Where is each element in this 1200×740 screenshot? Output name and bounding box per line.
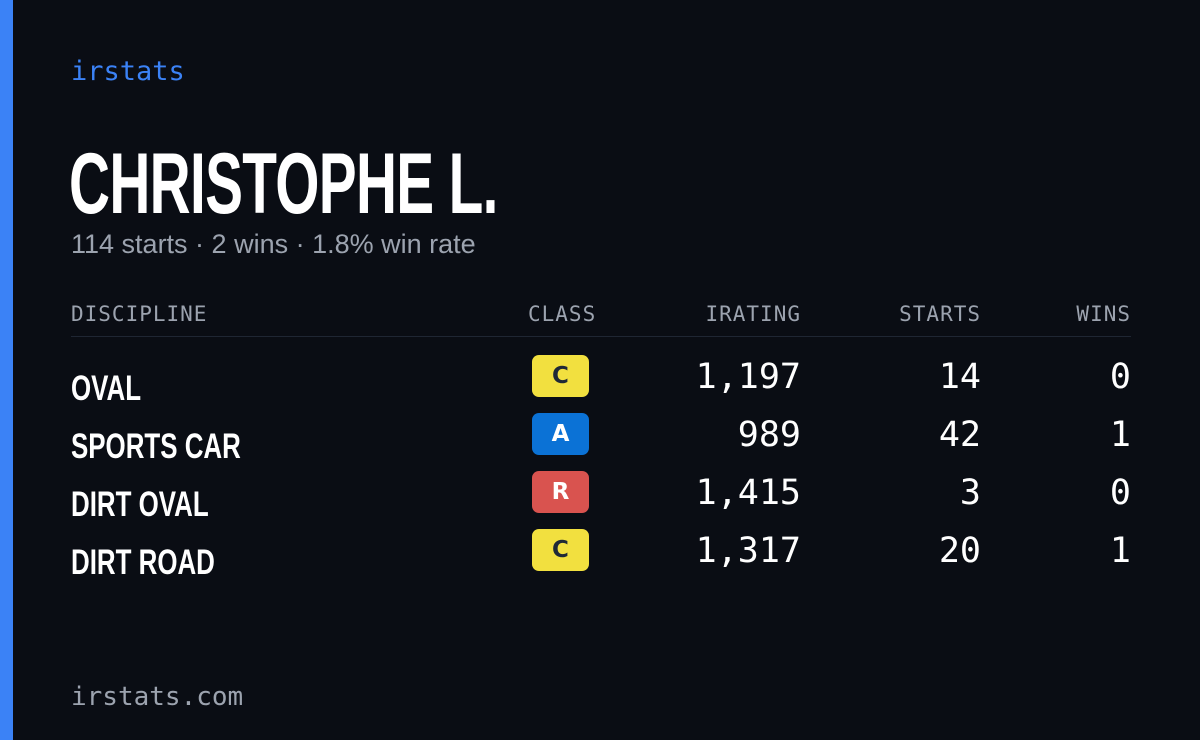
irating-value: 1,415 — [695, 473, 801, 513]
irating-value: 1,197 — [695, 357, 801, 397]
starts-value: 42 — [938, 415, 981, 455]
table-row: SPORTS CAR A 989 42 1 — [71, 411, 1131, 469]
wins-value: 1 — [1109, 415, 1131, 455]
table-body: OVAL C 1,197 14 0 SPORTS CAR A 989 42 1 … — [71, 353, 1131, 585]
header-starts: STARTS — [899, 302, 981, 326]
class-badge: C — [532, 529, 589, 571]
irating-value: 1,317 — [695, 531, 801, 571]
wins-value: 1 — [1109, 531, 1131, 571]
starts-value: 3 — [959, 473, 981, 513]
class-badge: A — [532, 413, 589, 455]
table-header: DISCIPLINE CLASS IRATING STARTS WINS — [71, 296, 1131, 337]
starts-value: 20 — [938, 531, 981, 571]
discipline-name: DIRT ROAD — [71, 543, 215, 582]
header-discipline: DISCIPLINE — [71, 302, 208, 326]
wins-value: 0 — [1109, 473, 1131, 513]
header-wins: WINS — [1076, 302, 1131, 326]
class-badge: C — [532, 355, 589, 397]
driver-name: CHRISTOPHE L. — [69, 136, 498, 232]
starts-value: 14 — [938, 357, 981, 397]
brand-logo: irstats — [71, 56, 185, 87]
header-class: CLASS — [528, 302, 597, 326]
discipline-name: OVAL — [71, 369, 142, 408]
wins-value: 0 — [1109, 357, 1131, 397]
accent-bar — [0, 0, 13, 740]
class-badge: R — [532, 471, 589, 513]
header-irating: IRATING — [705, 302, 801, 326]
table-row: DIRT OVAL R 1,415 3 0 — [71, 469, 1131, 527]
driver-summary: 114 starts · 2 wins · 1.8% win rate — [71, 229, 476, 259]
table-row: DIRT ROAD C 1,317 20 1 — [71, 527, 1131, 585]
discipline-name: DIRT OVAL — [71, 485, 209, 524]
discipline-name: SPORTS CAR — [71, 427, 241, 466]
footer-url: irstats.com — [71, 682, 244, 712]
discipline-table: DISCIPLINE CLASS IRATING STARTS WINS OVA… — [71, 296, 1131, 585]
table-row: OVAL C 1,197 14 0 — [71, 353, 1131, 411]
irating-value: 989 — [737, 415, 801, 455]
